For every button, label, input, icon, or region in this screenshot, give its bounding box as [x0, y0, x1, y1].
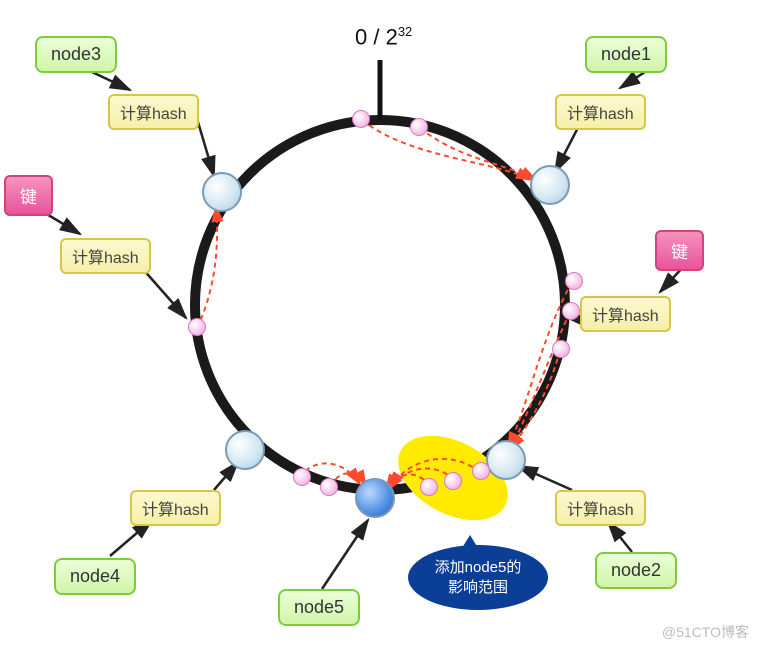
hash-label: 计算hash: [130, 490, 221, 526]
hash-label: 计算hash: [108, 94, 199, 130]
dashed-arrow: [510, 350, 560, 450]
key-dot: [444, 472, 462, 490]
solid-arrow: [92, 72, 130, 90]
hash-label: 计算hash: [555, 94, 646, 130]
ring-node-n5: [355, 478, 395, 518]
node-label: node2: [595, 552, 677, 589]
node-label: node5: [278, 589, 360, 626]
dashed-arrow: [362, 120, 532, 180]
solid-arrow: [322, 520, 368, 589]
ring-node-n1: [530, 165, 570, 205]
key-dot: [562, 302, 580, 320]
node-label: node4: [54, 558, 136, 595]
key-dot: [188, 318, 206, 336]
key-dot: [565, 272, 583, 290]
key-dot: [352, 110, 370, 128]
solid-arrow: [518, 466, 572, 490]
solid-arrow: [608, 522, 632, 552]
hash-label: 计算hash: [555, 490, 646, 526]
ring-node-n2: [486, 440, 526, 480]
hash-label: 计算hash: [60, 238, 151, 274]
dashed-arrow: [197, 206, 217, 328]
key-label: 键: [4, 175, 53, 216]
dashed-arrow: [510, 312, 570, 450]
node-label: node1: [585, 36, 667, 73]
callout-line2: 影响范围: [448, 579, 508, 596]
key-dot: [472, 462, 490, 480]
hash-label: 计算hash: [580, 296, 671, 332]
ring-node-n4: [225, 430, 265, 470]
key-dot: [410, 118, 428, 136]
solid-arrow: [142, 268, 186, 318]
callout-line1: 添加node5的: [435, 559, 522, 576]
solid-arrow: [198, 122, 214, 176]
key-dot: [293, 468, 311, 486]
ring-node-n3: [202, 172, 242, 212]
key-dot: [320, 478, 338, 496]
diagram-canvas: 0 / 232 node3 node1 node4 node2 node5 计算hash 计…: [0, 0, 759, 646]
key-dot: [420, 478, 438, 496]
node-label: node3: [35, 36, 117, 73]
key-label: 键: [655, 230, 704, 271]
key-dot: [552, 340, 570, 358]
callout-bubble: 添加node5的 影响范围: [408, 545, 548, 610]
ring-top-label: 0 / 232: [355, 24, 412, 50]
